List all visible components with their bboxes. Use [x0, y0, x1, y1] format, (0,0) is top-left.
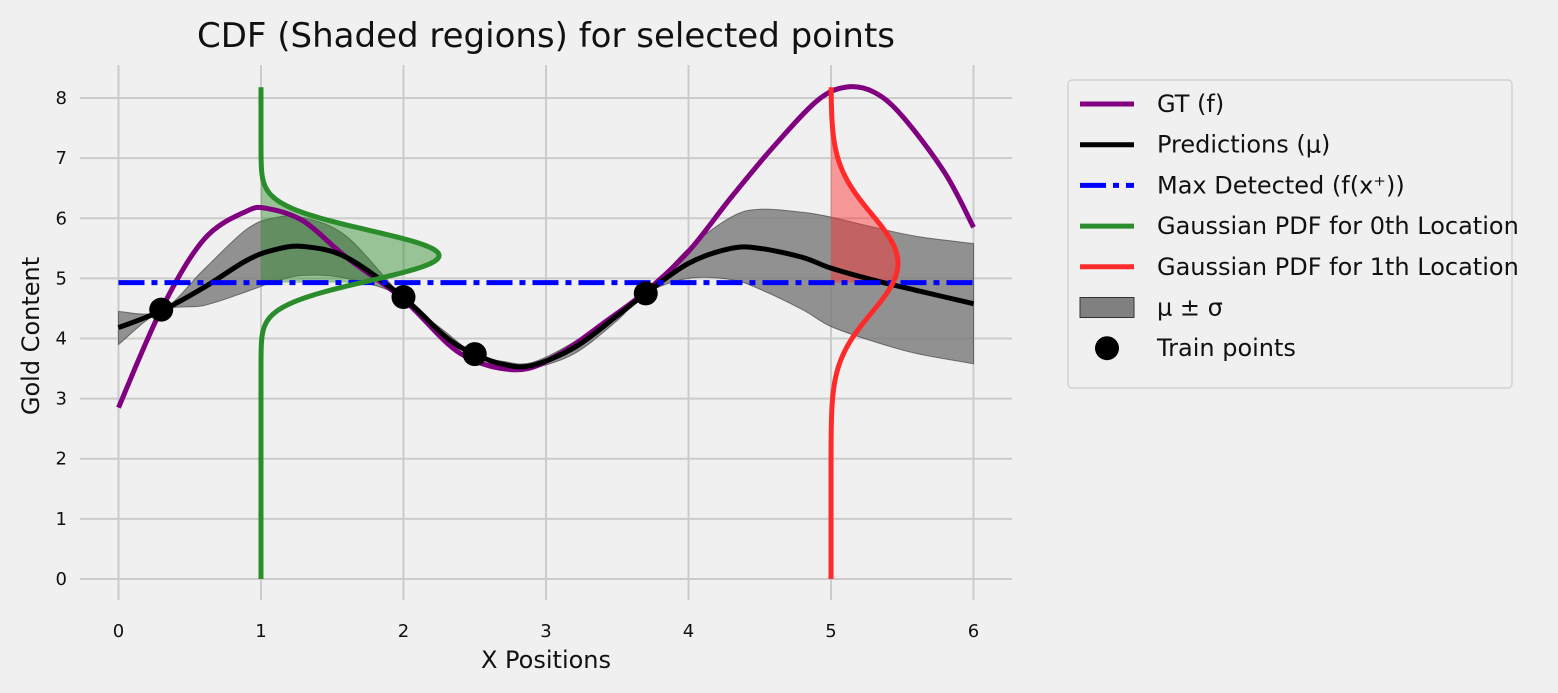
legend-label-gt: GT (f): [1157, 90, 1224, 118]
x-tick-label: 6: [968, 621, 979, 642]
chart-title: CDF (Shaded regions) for selected points: [197, 16, 895, 56]
y-tick-label: 7: [56, 148, 67, 169]
pdf1-cdf-shade: [831, 87, 898, 283]
series-lines-layer: [116, 84, 976, 580]
y-tick-label: 6: [56, 208, 67, 229]
legend-label-pdf1: Gaussian PDF for 1th Location: [1157, 253, 1519, 281]
y-tick-label: 2: [56, 449, 67, 470]
legend-label-train: Train points: [1156, 334, 1296, 362]
x-tick-label: 4: [683, 621, 694, 642]
train-point: [462, 342, 487, 367]
y-tick-label: 0: [56, 569, 67, 590]
predictions-line: [117, 243, 975, 370]
legend-label-band: μ ± σ: [1157, 294, 1223, 322]
y-tick-label: 5: [56, 268, 67, 289]
pdf1-line: [828, 86, 901, 580]
train-point: [391, 285, 416, 310]
y-tick-label: 3: [56, 389, 67, 410]
x-tick-label: 3: [540, 621, 551, 642]
legend: GT (f) Predictions (μ) Max Detected (f(x⁺)…: [1067, 79, 1519, 389]
train-point: [149, 297, 174, 322]
x-tick-label: 2: [398, 621, 409, 642]
x-tick-label: 1: [255, 621, 266, 642]
legend-label-pdf0: Gaussian PDF for 0th Location: [1157, 212, 1519, 240]
x-tick-label: 5: [825, 621, 836, 642]
train-points-layer: [149, 281, 658, 367]
x-tick-label: 0: [113, 621, 124, 642]
pdf-shade-layer: [260, 87, 898, 283]
legend-swatch-band: [1079, 297, 1135, 318]
y-tick-label: 1: [56, 509, 67, 530]
legend-box: [1067, 79, 1513, 389]
legend-label-pred: Predictions (μ): [1157, 131, 1330, 159]
y-tick-label: 8: [56, 88, 67, 109]
pdf0-line: [258, 86, 442, 580]
legend-swatch-train: [1095, 336, 1119, 361]
legend-label-max: Max Detected (f(x⁺)): [1157, 171, 1405, 199]
y-axis-label: Gold Content: [17, 257, 45, 415]
x-axis-label: X Positions: [481, 646, 611, 674]
tick-labels: 0 1 2 3 4 5 6 0 1 2 3 4 5 6 7 8: [56, 88, 980, 642]
train-point: [633, 281, 658, 306]
y-tick-label: 4: [56, 329, 67, 350]
pdf0-cdf-shade: [260, 87, 440, 283]
